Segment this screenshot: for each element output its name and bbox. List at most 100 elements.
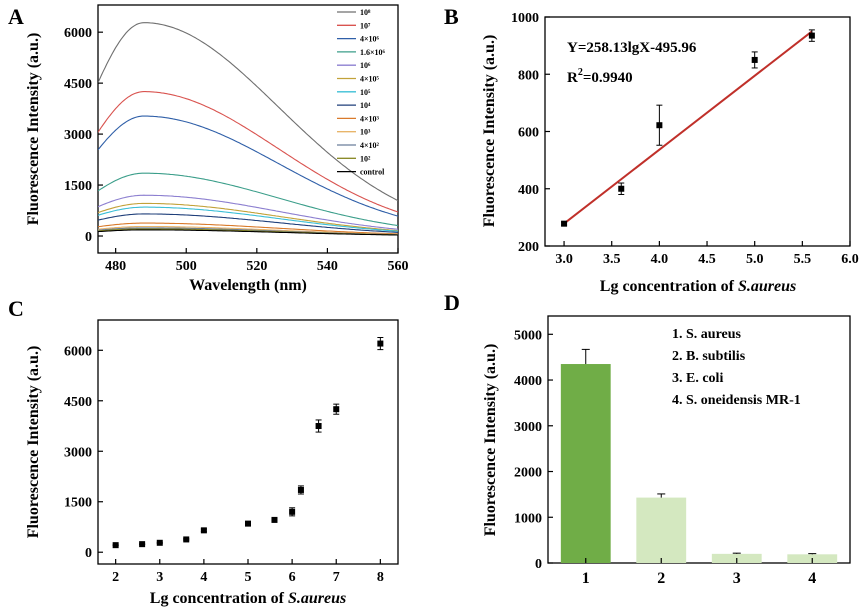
legend-label: 1.6×10⁶ xyxy=(360,48,386,57)
spectrum-line xyxy=(98,194,398,230)
a-x-tick-label: 540 xyxy=(317,259,338,274)
a-y-tick-label: 1500 xyxy=(64,179,92,194)
d-y-tick-label: 2000 xyxy=(514,466,542,481)
legend-label: 10⁴ xyxy=(360,101,371,110)
legend-label: 4×10⁶ xyxy=(360,35,380,44)
a-y-tick-label: 6000 xyxy=(64,26,92,41)
legend-label: 10² xyxy=(360,154,371,163)
spectrum-line xyxy=(98,202,398,232)
legend-entry: 4. S. oneidensis MR-1 xyxy=(672,393,801,408)
b-x-tick-label: 6.0 xyxy=(841,252,859,267)
bar xyxy=(560,364,611,563)
panel-b-x-label-species: S.aureus xyxy=(738,278,796,295)
legend-label: 4×10³ xyxy=(360,114,380,123)
c-x-tick-label: 5 xyxy=(245,570,252,585)
panel-a-spectra-chart: 480 500 520 540 560 0 1500 3000 4500 6000 10⁸ 10⁷… xyxy=(25,4,409,294)
a-x-tick-label: 520 xyxy=(246,259,267,274)
d-x-tick-label: 2 xyxy=(657,570,665,587)
data-point xyxy=(315,423,322,430)
panel-a-frame xyxy=(97,4,399,254)
panel-d-y-label: Fluorescence Intensity (a.u.) xyxy=(482,344,499,537)
panel-c-y-label: Fluorescence Intensity (a.u.) xyxy=(25,346,42,539)
panel-b-y-label: Fluorescence Intensity (a.u.) xyxy=(481,35,498,228)
a-y-tick-label: 3000 xyxy=(64,128,92,143)
legend-label: 4×10⁵ xyxy=(360,75,380,84)
panel-label-d: D xyxy=(444,290,460,315)
panel-b-r-squared-superscript: 2 xyxy=(578,67,583,78)
data-point xyxy=(156,539,163,546)
b-y-tick-label: 1000 xyxy=(511,11,539,26)
data-point xyxy=(245,520,251,527)
b-y-tick-label: 200 xyxy=(518,240,539,255)
panel-c-x-label-species: S.aureus xyxy=(288,590,346,607)
spectrum-line xyxy=(98,115,398,217)
legend-label: 4×10² xyxy=(360,141,380,150)
c-x-tick-label: 7 xyxy=(333,570,340,585)
data-point xyxy=(112,542,119,549)
data-point xyxy=(808,32,815,39)
d-y-tick-label: 5000 xyxy=(514,328,542,343)
panel-b-x-label: Lg concentration of S.aureus xyxy=(600,278,796,295)
b-x-tick-label: 3.5 xyxy=(603,252,621,267)
data-point xyxy=(618,185,625,192)
data-point xyxy=(297,486,304,493)
d-x-tick-label: 3 xyxy=(733,570,741,587)
data-point xyxy=(751,56,758,63)
legend-label: 10⁷ xyxy=(360,21,371,30)
b-x-tick-label: 3.0 xyxy=(555,252,573,267)
b-y-tick-label: 800 xyxy=(518,68,539,83)
fit-line xyxy=(563,30,813,225)
a-x-tick-label: 560 xyxy=(388,259,409,274)
c-y-tick-label: 4500 xyxy=(64,395,92,410)
spectrum-line xyxy=(98,213,398,233)
c-y-tick-label: 3000 xyxy=(64,445,92,460)
spectrum-line xyxy=(98,172,398,227)
spectrum-line xyxy=(98,222,398,235)
legend-entry: 1. S. aureus xyxy=(672,327,742,342)
panel-c-frame xyxy=(97,319,399,565)
c-x-tick-label: 4 xyxy=(200,570,207,585)
b-y-tick-label: 400 xyxy=(518,183,539,198)
panel-b-equation: Y=258.13lgX-495.96 xyxy=(567,40,697,56)
d-y-tick-label: 4000 xyxy=(514,374,542,389)
data-point xyxy=(377,340,384,347)
bar xyxy=(636,497,687,563)
panel-c-x-label-prefix: Lg concentration of xyxy=(150,590,288,607)
panel-c-x-label: Lg concentration of S.aureus xyxy=(150,590,346,607)
legend-label: 10⁸ xyxy=(360,8,371,17)
panel-b-r-squared: R2=0.9940 xyxy=(567,67,633,86)
panel-b-x-label-prefix: Lg concentration of xyxy=(600,278,738,295)
panel-a-x-label: Wavelength (nm) xyxy=(189,277,307,294)
panel-b-r-squared-symbol: R xyxy=(567,70,578,86)
c-y-tick-label: 6000 xyxy=(64,344,92,359)
data-point xyxy=(200,527,207,534)
a-y-tick-label: 0 xyxy=(85,230,92,245)
legend-label: 10⁶ xyxy=(360,61,371,70)
b-x-tick-label: 5.0 xyxy=(746,252,764,267)
spectrum-line xyxy=(98,229,398,236)
c-y-tick-label: 1500 xyxy=(64,496,92,511)
a-x-tick-label: 500 xyxy=(176,259,197,274)
a-x-tick-label: 480 xyxy=(105,259,126,274)
spectrum-line xyxy=(98,206,398,232)
spectrum-line xyxy=(98,91,398,213)
c-x-tick-label: 3 xyxy=(156,570,163,585)
spectrum-line xyxy=(98,22,398,202)
legend-entry: 3. E. coli xyxy=(672,371,723,386)
c-x-tick-label: 2 xyxy=(112,570,119,585)
b-x-tick-label: 4.0 xyxy=(651,252,669,267)
legend-label: 10³ xyxy=(360,128,371,137)
d-y-tick-label: 1000 xyxy=(514,511,542,526)
data-point xyxy=(656,122,663,129)
panel-label-c: C xyxy=(8,296,24,321)
d-x-tick-label: 1 xyxy=(582,570,590,587)
data-point xyxy=(561,220,568,227)
c-x-tick-label: 8 xyxy=(377,570,384,585)
a-y-tick-label: 4500 xyxy=(64,77,92,92)
data-point xyxy=(271,516,278,523)
panel-d-selectivity-chart: 1 2 3 4 0 1000 2000 3000 4000 5000 1. S. aureus 2… xyxy=(482,315,851,587)
panel-label-a: A xyxy=(8,4,24,29)
legend-entry: 2. B. subtilis xyxy=(672,349,746,364)
data-point xyxy=(333,406,340,413)
